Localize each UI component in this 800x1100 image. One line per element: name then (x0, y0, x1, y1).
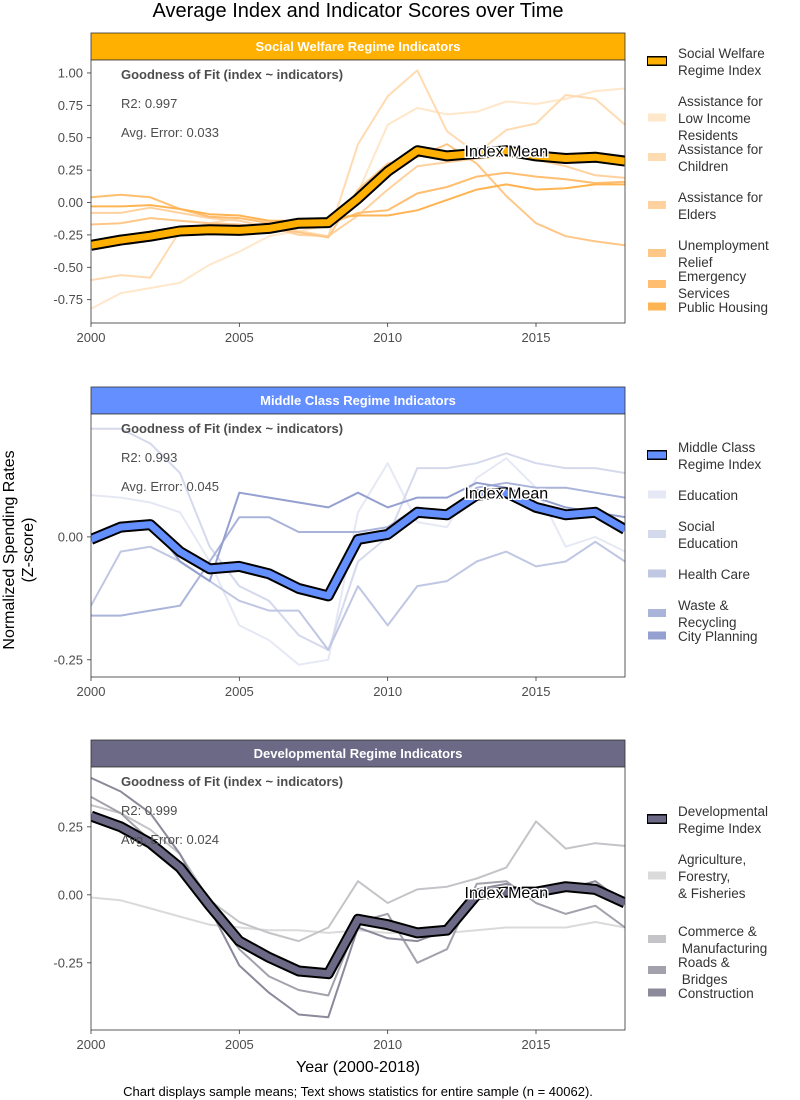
y-tick-label: 0.00 (58, 529, 83, 544)
x-tick-label: 2000 (77, 1037, 106, 1052)
fit-r2: R2: 0.997 (121, 96, 177, 111)
x-tick-label: 2010 (373, 330, 402, 345)
y-tick-label: 0.75 (58, 98, 83, 113)
panel-strip (90, 739, 626, 768)
facet-panels: Social Welfare Regime Indicators Index Me… (53, 32, 769, 1052)
x-tick-label: 2010 (373, 684, 402, 699)
plot-lines (91, 776, 625, 1019)
fit-r2: R2: 0.999 (121, 803, 177, 818)
legend-label: Assistance for Elders (678, 190, 763, 222)
legend-label: Emergency Services (678, 269, 747, 301)
panel-3: Developmental Regime Indicators Index Mea… (53, 739, 768, 1052)
series-line-5 (91, 481, 625, 583)
x-tick-label: 2005 (225, 684, 254, 699)
fit-annotation-title: Goodness of Fit (index ~ indicators) (121, 421, 343, 436)
panel-2: Middle Class Regime Indicators Index Mean… (53, 386, 762, 699)
chart-title: Average Index and Indicator Scores over … (153, 0, 564, 22)
legend-label: Roads & Bridges (678, 955, 730, 987)
panel-1: Social Welfare Regime Indicators Index Me… (53, 32, 769, 345)
y-tick-label: 0.00 (58, 195, 83, 210)
legend: Social Welfare Regime Index Assistance for… (647, 46, 769, 315)
legend-label: Middle Class Regime Index (678, 440, 762, 472)
x-tick-label: 2015 (522, 1037, 551, 1052)
panel-border (90, 59, 626, 324)
x-tick-label: 2005 (225, 330, 254, 345)
x-axis-title: Year (2000-2018) (296, 1059, 420, 1076)
y-tick-label: 0.25 (58, 163, 83, 178)
y-tick-label: -0.25 (53, 955, 83, 970)
plot-lines (91, 69, 625, 310)
index-mean-label: Index Mean (465, 144, 549, 161)
y-tick-label: -0.25 (53, 227, 83, 242)
x-tick-label: 2000 (77, 684, 106, 699)
panel-strip-title: Social Welfare Regime Indicators (256, 39, 461, 54)
y-tick-label: 0.25 (58, 819, 83, 834)
x-tick-label: 2000 (77, 330, 106, 345)
index-line (91, 489, 625, 600)
legend-label: Public Housing (678, 300, 768, 315)
fit-annotation-title: Goodness of Fit (index ~ indicators) (121, 774, 343, 789)
index-line (91, 147, 625, 249)
legend: Developmental Regime Index Agriculture, For… (647, 804, 768, 1001)
series-line-2 (91, 427, 625, 651)
y-tick-label: -0.75 (53, 292, 83, 307)
panel-border (90, 413, 626, 678)
legend-label: Social Welfare Regime Index (678, 46, 765, 78)
legend-label: City Planning (678, 629, 758, 644)
legend-label: Unemployment Relief (678, 238, 769, 270)
panel-strip (90, 32, 626, 61)
plot-lines (91, 427, 625, 666)
y-tick-label: -0.50 (53, 260, 83, 275)
y-tick-label: 0.00 (58, 887, 83, 902)
chart-caption: Chart displays sample means; Text shows … (123, 1084, 593, 1099)
x-tick-label: 2010 (373, 1037, 402, 1052)
x-tick-label: 2015 (522, 684, 551, 699)
panel-strip-title: Developmental Regime Indicators (254, 746, 463, 761)
plot-area (91, 767, 625, 1030)
legend-label: Assistance for Low Income Residents (678, 94, 763, 143)
series-line-4 (91, 143, 625, 247)
series-line-6 (91, 183, 625, 222)
legend-label: Developmental Regime Index (678, 804, 768, 836)
y-axis-title-line2: (Z-score) (20, 518, 37, 583)
fit-avg-error: Avg. Error: 0.024 (121, 832, 219, 847)
index-line (91, 812, 625, 978)
legend-label: Construction (678, 986, 754, 1001)
legend-label: Waste & Recycling (678, 598, 737, 630)
x-tick-label: 2005 (225, 1037, 254, 1052)
y-tick-label: 0.50 (58, 130, 83, 145)
y-tick-label: 1.00 (58, 65, 83, 80)
y-axis-title-line1: Normalized Spending Rates (1, 450, 18, 649)
fit-avg-error: Avg. Error: 0.033 (121, 125, 219, 140)
index-mean-label: Index Mean (465, 486, 549, 503)
legend-label: Commerce & Manufacturing (678, 924, 767, 956)
legend-label: Health Care (678, 567, 750, 582)
series-line-4 (91, 481, 625, 617)
panel-strip-title: Middle Class Regime Indicators (260, 393, 456, 408)
panel-border (90, 766, 626, 1031)
fit-annotation-title: Goodness of Fit (index ~ indicators) (121, 67, 343, 82)
x-tick-label: 2015 (522, 330, 551, 345)
legend-label: Education (678, 488, 738, 503)
legend-label: Assistance for Children (678, 142, 763, 174)
legend: Middle Class Regime Index Education Social E… (647, 440, 762, 644)
y-tick-label: -0.25 (53, 652, 83, 667)
legend-label: Social Education (678, 519, 738, 551)
legend-label: Agriculture, Forestry, & Fisheries (678, 852, 746, 901)
fit-r2: R2: 0.993 (121, 450, 177, 465)
index-mean-label: Index Mean (465, 885, 549, 902)
fit-avg-error: Avg. Error: 0.045 (121, 479, 219, 494)
